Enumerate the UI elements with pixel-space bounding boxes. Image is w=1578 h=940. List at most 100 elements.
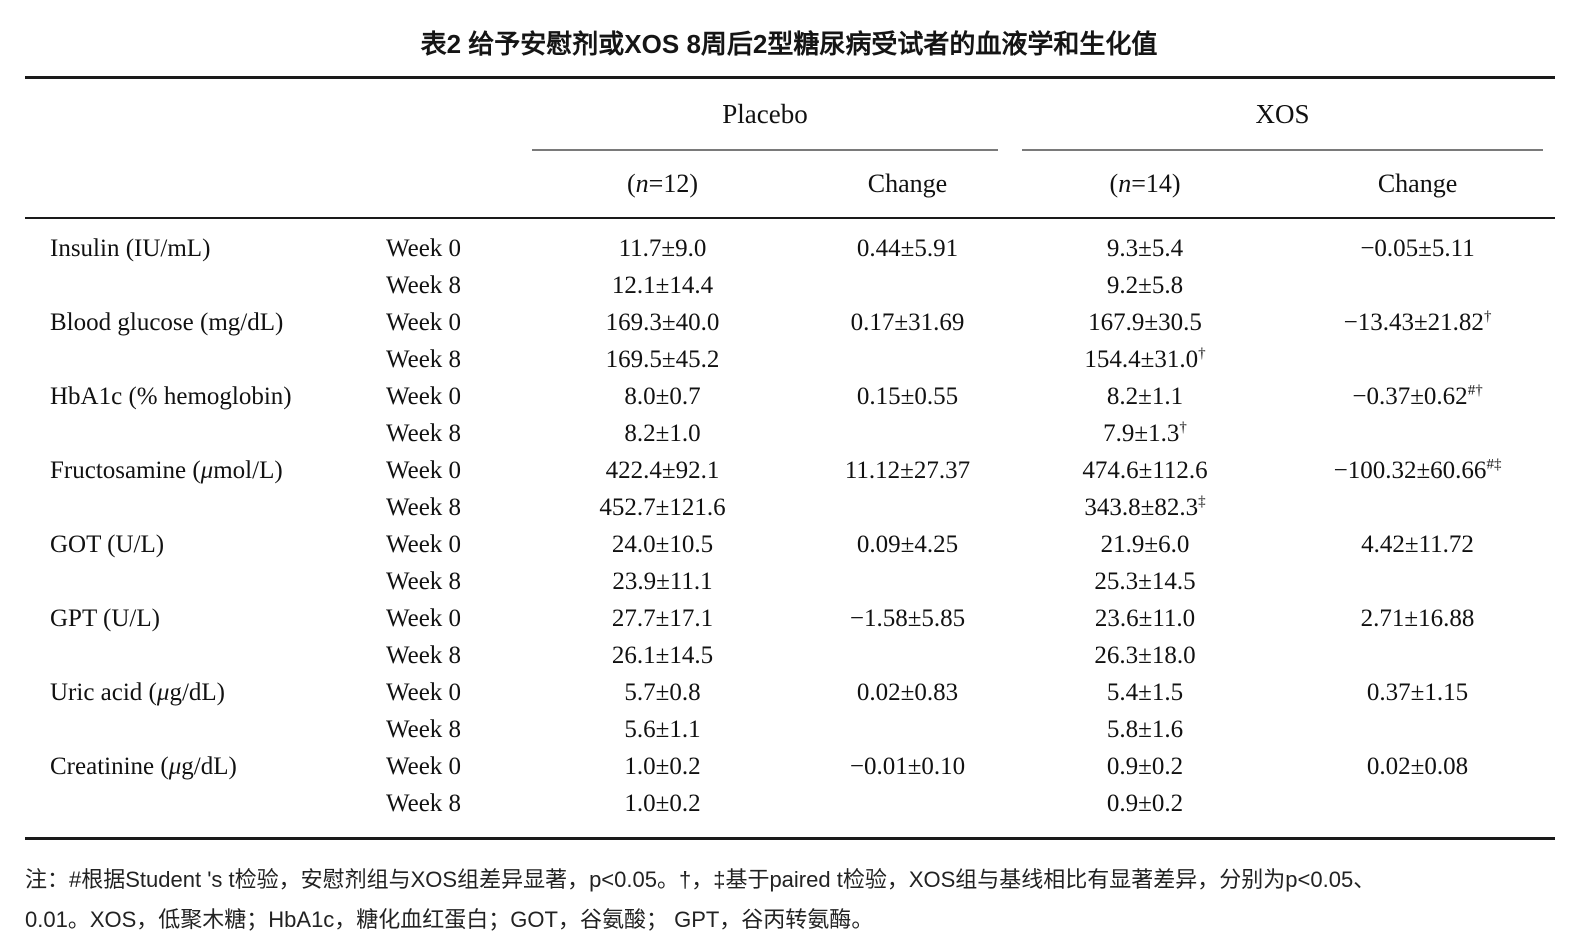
week-label: Week 8 bbox=[386, 789, 462, 817]
column-group-xos: XOS bbox=[1010, 78, 1555, 151]
param-label-empty bbox=[25, 563, 380, 600]
table-row: Blood glucose (mg/dL) Week 0 169.3±40.0 … bbox=[25, 304, 1555, 341]
xos-change-empty bbox=[1280, 785, 1555, 839]
placebo-n-header: (n=12) bbox=[520, 151, 805, 219]
placebo-change-value: 0.17±31.69 bbox=[850, 308, 965, 336]
xos-change-value: −100.32±60.66#‡ bbox=[1333, 456, 1502, 484]
xos-week8-value: 5.8±1.6 bbox=[1106, 715, 1184, 743]
param-label: HbA1c (% hemoglobin) bbox=[50, 382, 292, 410]
week-label: Week 8 bbox=[386, 419, 462, 447]
param-label-empty bbox=[25, 267, 380, 304]
param-label: GPT (U/L) bbox=[50, 604, 160, 632]
placebo-week0-value: 24.0±10.5 bbox=[611, 530, 714, 558]
param-label-empty bbox=[25, 785, 380, 839]
table-footnote: 注：#根据Student 's t检验，安慰剂组与XOS组差异显著，p<0.05… bbox=[25, 860, 1553, 940]
xos-change-value: 0.37±1.15 bbox=[1366, 678, 1469, 706]
week-label: Week 0 bbox=[386, 604, 462, 632]
placebo-change-empty bbox=[805, 341, 1010, 378]
placebo-change-empty bbox=[805, 785, 1010, 839]
placebo-change-empty bbox=[805, 563, 1010, 600]
xos-change-header: Change bbox=[1280, 151, 1556, 219]
week-label: Week 8 bbox=[386, 493, 462, 521]
xos-week0-value: 5.4±1.5 bbox=[1106, 678, 1184, 706]
week-label: Week 8 bbox=[386, 641, 462, 669]
week-label: Week 0 bbox=[386, 678, 462, 706]
xos-n-header: (n=14) bbox=[1010, 151, 1281, 219]
placebo-change-value: −1.58±5.85 bbox=[849, 604, 966, 632]
xos-group-label: XOS bbox=[1022, 79, 1544, 151]
placebo-week8-value: 169.5±45.2 bbox=[605, 345, 720, 373]
table-row: Creatinine (μg/dL) Week 0 1.0±0.2 −0.01±… bbox=[25, 748, 1555, 785]
xos-week8-value: 25.3±14.5 bbox=[1094, 567, 1196, 595]
placebo-change-empty bbox=[805, 489, 1010, 526]
table-row: GPT (U/L) Week 0 27.7±17.1 −1.58±5.85 23… bbox=[25, 600, 1555, 637]
placebo-week0-value: 8.0±0.7 bbox=[624, 382, 701, 410]
xos-week8-value: 0.9±0.2 bbox=[1106, 789, 1184, 817]
placebo-week0-value: 1.0±0.2 bbox=[624, 752, 701, 780]
placebo-week0-value: 11.7±9.0 bbox=[618, 234, 707, 262]
placebo-week0-value: 27.7±17.1 bbox=[611, 604, 714, 632]
placebo-week0-value: 5.7±0.8 bbox=[624, 678, 701, 706]
placebo-week0-value: 169.3±40.0 bbox=[605, 308, 720, 336]
week-label: Week 0 bbox=[386, 382, 462, 410]
xos-week8-value: 26.3±18.0 bbox=[1094, 641, 1196, 669]
xos-change-empty bbox=[1280, 711, 1555, 748]
table-title: 表2 给予安慰剂或XOS 8周后2型糖尿病受试者的血液学和生化值 bbox=[420, 29, 1158, 59]
footnote-line-2: 0.01。XOS，低聚木糖；HbA1c，糖化血红蛋白；GOT，谷氨酸； GPT，… bbox=[25, 907, 874, 932]
xos-change-empty bbox=[1280, 563, 1555, 600]
xos-change-value: −0.37±0.62#† bbox=[1352, 382, 1483, 410]
xos-change-empty bbox=[1280, 637, 1555, 674]
week-label: Week 0 bbox=[386, 456, 462, 484]
xos-week0-value: 0.9±0.2 bbox=[1106, 752, 1184, 780]
xos-change-empty bbox=[1280, 489, 1555, 526]
xos-week8-value: 343.8±82.3‡ bbox=[1084, 493, 1206, 521]
xos-change-value: 0.02±0.08 bbox=[1366, 752, 1469, 780]
xos-change-empty bbox=[1280, 341, 1555, 378]
placebo-change-empty bbox=[805, 637, 1010, 674]
table-row: Week 8 452.7±121.6 343.8±82.3‡ bbox=[25, 489, 1555, 526]
placebo-group-label: Placebo bbox=[532, 79, 999, 151]
placebo-week8-value: 1.0±0.2 bbox=[624, 789, 701, 817]
param-label-empty bbox=[25, 637, 380, 674]
week-label: Week 8 bbox=[386, 715, 462, 743]
table-row: Week 8 1.0±0.2 0.9±0.2 bbox=[25, 785, 1555, 839]
sub-header-empty bbox=[25, 151, 520, 219]
param-label-empty bbox=[25, 711, 380, 748]
table-row: Week 8 5.6±1.1 5.8±1.6 bbox=[25, 711, 1555, 748]
table-row: Week 8 23.9±11.1 25.3±14.5 bbox=[25, 563, 1555, 600]
xos-week8-value: 154.4±31.0† bbox=[1084, 345, 1206, 373]
placebo-week8-value: 8.2±1.0 bbox=[624, 419, 701, 447]
xos-week8-value: 7.9±1.3† bbox=[1103, 419, 1187, 447]
week-label: Week 0 bbox=[386, 752, 462, 780]
placebo-week8-value: 23.9±11.1 bbox=[612, 567, 713, 595]
group-header-empty bbox=[25, 78, 520, 152]
week-label: Week 0 bbox=[386, 308, 462, 336]
param-label: Blood glucose (mg/dL) bbox=[50, 308, 284, 336]
footnote-line-1: 注：#根据Student 's t检验，安慰剂组与XOS组差异显著，p<0.05… bbox=[25, 867, 1376, 892]
placebo-change-value: 0.15±0.55 bbox=[856, 382, 959, 410]
xos-week0-value: 8.2±1.1 bbox=[1106, 382, 1184, 410]
placebo-change-value: 0.09±4.25 bbox=[856, 530, 959, 558]
table-row: Week 8 8.2±1.0 7.9±1.3† bbox=[25, 415, 1555, 452]
xos-week0-value: 9.3±5.4 bbox=[1106, 234, 1184, 262]
xos-week0-value: 23.6±11.0 bbox=[1094, 604, 1196, 632]
placebo-change-empty bbox=[805, 415, 1010, 452]
table-row: Week 8 26.1±14.5 26.3±18.0 bbox=[25, 637, 1555, 674]
placebo-change-value: 0.44±5.91 bbox=[856, 234, 959, 262]
param-label: GOT (U/L) bbox=[50, 530, 165, 558]
table-row: GOT (U/L) Week 0 24.0±10.5 0.09±4.25 21.… bbox=[25, 526, 1555, 563]
placebo-change-header: Change bbox=[805, 151, 1011, 219]
table-row: Week 8 169.5±45.2 154.4±31.0† bbox=[25, 341, 1555, 378]
placebo-week8-value: 12.1±14.4 bbox=[611, 271, 714, 299]
param-label-empty bbox=[25, 489, 380, 526]
placebo-change-empty bbox=[805, 711, 1010, 748]
xos-week8-value: 9.2±5.8 bbox=[1106, 271, 1184, 299]
placebo-week8-value: 452.7±121.6 bbox=[599, 493, 726, 521]
param-label: Creatinine (μg/dL) bbox=[50, 752, 237, 780]
placebo-week8-value: 5.6±1.1 bbox=[624, 715, 701, 743]
week-label: Week 8 bbox=[386, 271, 462, 299]
week-label: Week 8 bbox=[386, 567, 462, 595]
table-row: Insulin (IU/mL) Week 0 11.7±9.0 0.44±5.9… bbox=[25, 218, 1555, 267]
param-label: Fructosamine (μmol/L) bbox=[50, 456, 283, 484]
xos-change-empty bbox=[1280, 267, 1555, 304]
